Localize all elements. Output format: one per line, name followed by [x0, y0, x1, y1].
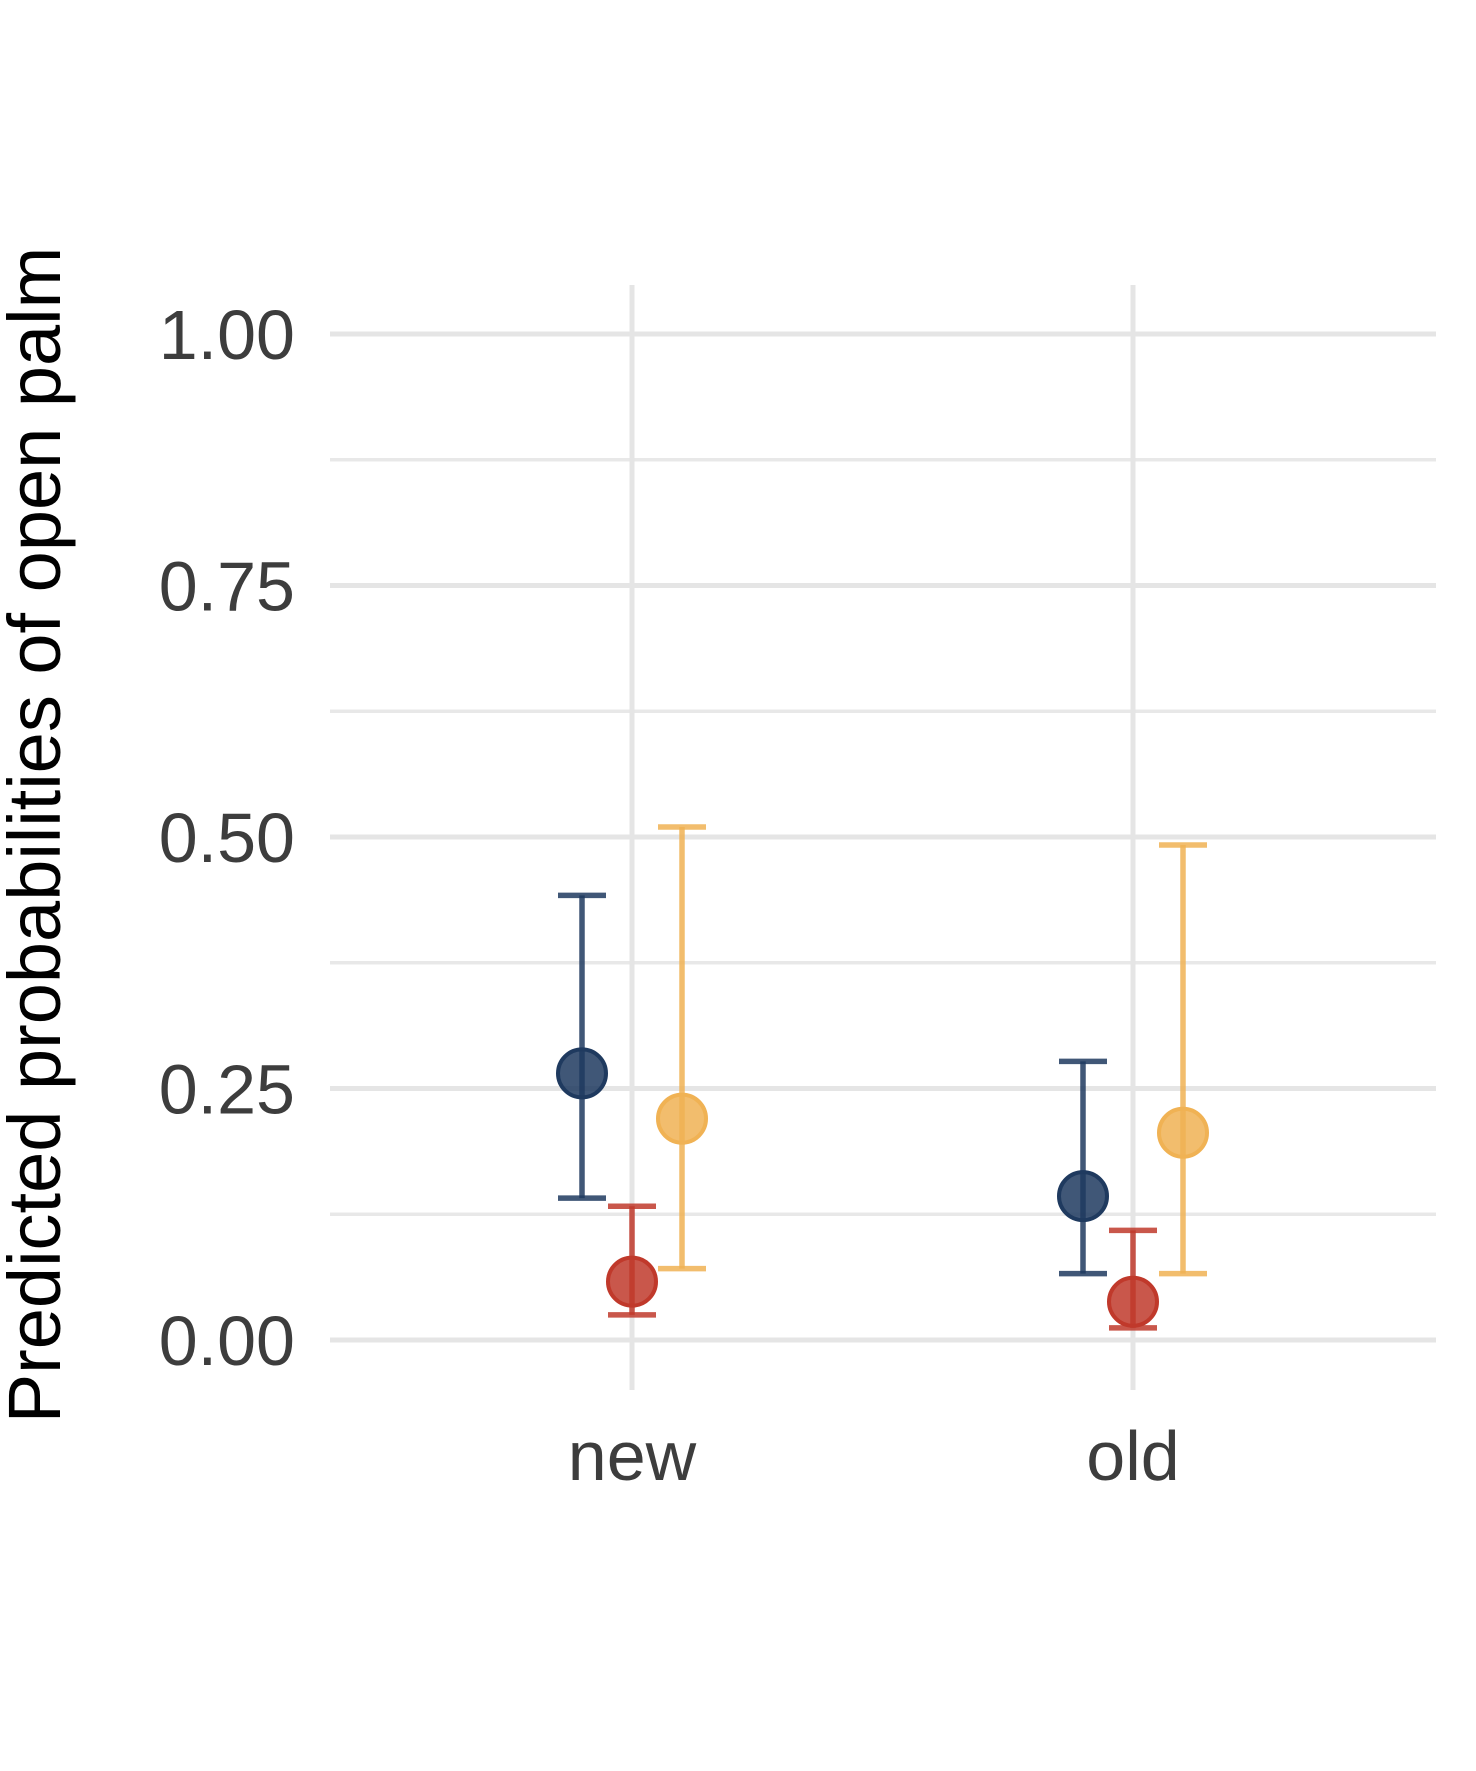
data-point [656, 1092, 708, 1145]
data-point [1107, 1275, 1159, 1328]
y-tick-label: 0.50 [159, 799, 295, 877]
data-point [556, 1047, 608, 1100]
gridlines [330, 285, 1436, 1390]
data-point [1157, 1106, 1209, 1159]
y-tick-label: 0.75 [159, 548, 295, 626]
x-tick-labels: new old [568, 1417, 1180, 1495]
series-2 [606, 1203, 1159, 1331]
y-tick-label: 0.25 [159, 1051, 295, 1129]
data-series [556, 824, 1209, 1331]
y-tick-label: 0.00 [159, 1302, 295, 1380]
data-point [606, 1255, 658, 1308]
y-axis-label: Predicted probabilities of open palm [0, 247, 76, 1423]
data-point [1057, 1170, 1109, 1223]
y-tick-label: 1.00 [159, 296, 295, 374]
y-tick-labels: 0.00 0.25 0.50 0.75 1.00 [159, 296, 295, 1380]
series-1 [556, 892, 1109, 1277]
x-tick-label: old [1086, 1417, 1179, 1495]
series-3 [656, 824, 1209, 1277]
x-tick-label: new [568, 1417, 697, 1495]
